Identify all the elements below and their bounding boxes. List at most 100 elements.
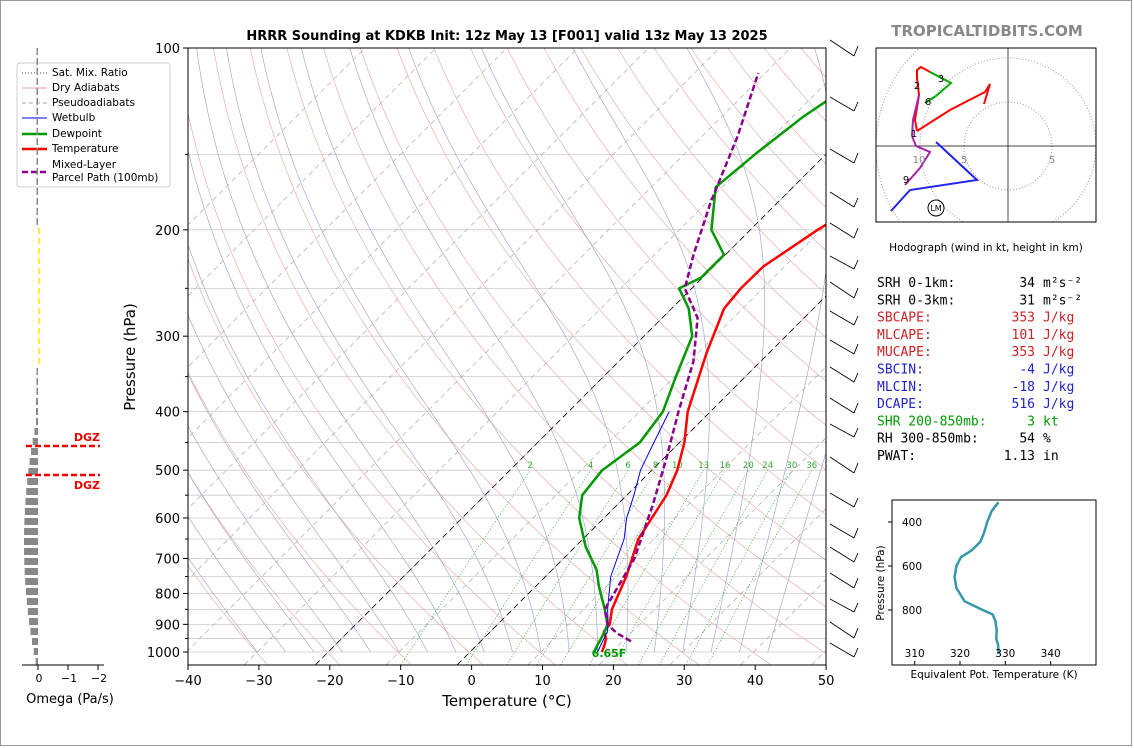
x-tick-label: −20: [316, 674, 343, 689]
omega-bar: [36, 408, 38, 415]
isotherm: [188, 48, 578, 439]
index-unit: J/kg: [1043, 397, 1074, 412]
omega-bar: [24, 518, 38, 525]
omega-tick-label: −2: [91, 672, 107, 685]
legend: Sat. Mix. Ratio Dry Adiabats Pseudoadiab…: [16, 62, 171, 188]
moist-adiabat: [196, 48, 485, 653]
isotherm: [811, 650, 826, 665]
index-unit: J/kg: [1043, 328, 1074, 343]
index-unit: J/kg: [1043, 380, 1074, 395]
moist-adiabat: [188, 373, 371, 653]
dry-adiabat: [800, 48, 826, 79]
moist-adiabat: [767, 451, 826, 653]
wind-barb: [829, 191, 855, 208]
omega-bar: [24, 538, 38, 545]
omega-tick-label: −1: [61, 672, 77, 685]
legend-label: Wetbulb: [52, 112, 96, 124]
thetae-ticks: 310 320 330 340 400 600 800: [888, 517, 1061, 665]
legend-box: [16, 62, 171, 188]
dry-adiabat: [188, 258, 484, 665]
wind-barb: [829, 621, 855, 639]
omega-bar: [29, 618, 38, 625]
mixing-ratio-line: [589, 469, 705, 665]
dry-adiabat: [323, 48, 826, 655]
moist-adiabat: [226, 48, 513, 653]
thetae-xlabel: Equivalent Pot. Temperature (K): [910, 669, 1077, 681]
omega-bar: [32, 438, 38, 445]
wind-barb-flag: [853, 427, 859, 438]
mixing-ratio-line: [400, 469, 531, 665]
mixing-ratio-line: [637, 469, 749, 665]
index-label: MLCIN:: [877, 380, 924, 395]
hodo-segment-3-6: [924, 71, 953, 104]
omega-bar: [25, 588, 38, 595]
wind-barb: [829, 222, 855, 239]
omega-bar: [36, 148, 38, 155]
dry-adiabat: [396, 48, 826, 561]
index-value: 353: [1012, 345, 1035, 360]
thetae-x-tick-label: 310: [905, 648, 925, 660]
omega-bar: [38, 278, 40, 284]
wind-barb: [829, 366, 855, 383]
mixing-ratio-label: 2: [528, 461, 533, 471]
index-value: 353: [1012, 311, 1035, 326]
omega-bar: [27, 608, 38, 615]
wind-barb-flag: [853, 259, 859, 270]
wind-barb: [829, 642, 855, 658]
omega-bars: [24, 48, 40, 665]
omega-bar: [24, 508, 38, 515]
index-unit: m²s⁻²: [1043, 293, 1082, 308]
isotherm: [669, 508, 826, 665]
wind-barb-flag: [853, 552, 859, 563]
legend-label: Dewpoint: [52, 128, 102, 140]
moist-adiabat: [408, 48, 629, 653]
omega-bar: [36, 198, 38, 205]
wind-barb: [829, 281, 855, 299]
omega-bar: [36, 158, 38, 165]
hodo-height-label: 3: [938, 74, 944, 85]
omega-bar: [24, 568, 38, 575]
omega-bar: [36, 68, 38, 75]
moist-adiabat: [188, 149, 457, 653]
dry-adiabat: [286, 48, 772, 665]
index-label: RH 300-850mb:: [877, 432, 979, 447]
index-unit: J/kg: [1043, 345, 1074, 360]
legend-label: Dry Adiabats: [52, 82, 120, 94]
thetae-x-tick-label: 320: [950, 648, 970, 660]
mixing-ratio-line: [707, 470, 813, 665]
wind-barb-flag: [853, 101, 859, 112]
p-tick-label: 500: [155, 464, 180, 479]
index-label: MUCAPE:: [877, 345, 932, 360]
figure-title: HRRR Sounding at KDKB Init: 12z May 13 […: [246, 29, 767, 44]
legend-label: Mixed-Layer: [52, 159, 117, 171]
omega-bar: [38, 258, 40, 264]
index-value: 1.13: [1004, 449, 1035, 464]
omega-bar: [30, 628, 38, 635]
mixing-ratio-line: [466, 469, 592, 665]
omega-bar: [38, 338, 40, 344]
isotherm: [188, 48, 720, 580]
skewt-background-lines: [188, 48, 826, 665]
omega-bar: [36, 128, 38, 135]
thetae-line: [953, 501, 1000, 655]
p-tick-label: 1000: [147, 646, 180, 661]
dry-adiabat: [763, 48, 826, 122]
mixing-ratio-line: [536, 469, 656, 665]
wind-barb-flag: [853, 647, 859, 658]
p-tick-label: 600: [155, 512, 180, 527]
thetae-y-tick-label: 800: [902, 605, 922, 617]
wind-barb: [829, 546, 855, 563]
mixing-ratio-line: [659, 470, 769, 665]
dry-adiabat: [470, 48, 826, 471]
omega-bar: [36, 178, 38, 185]
wind-barb-flag: [853, 602, 859, 613]
skewt-ticks: −40 −30 −20 −10 0 10 20 30 40 50 100 200 300 400 500 60…: [147, 42, 834, 689]
omega-bar: [36, 398, 38, 405]
x-tick-label: 10: [534, 674, 551, 689]
omega-xlabel: Omega (Pa/s): [26, 692, 114, 707]
legend-label: Parcel Path (100mb): [52, 172, 158, 184]
wind-barb: [829, 572, 855, 589]
omega-bar: [36, 88, 38, 95]
indices-table: SRH 0-1km: 34 m²s⁻² SRH 0-3km: 31 m²s⁻² SBCAPE…: [877, 276, 1082, 464]
